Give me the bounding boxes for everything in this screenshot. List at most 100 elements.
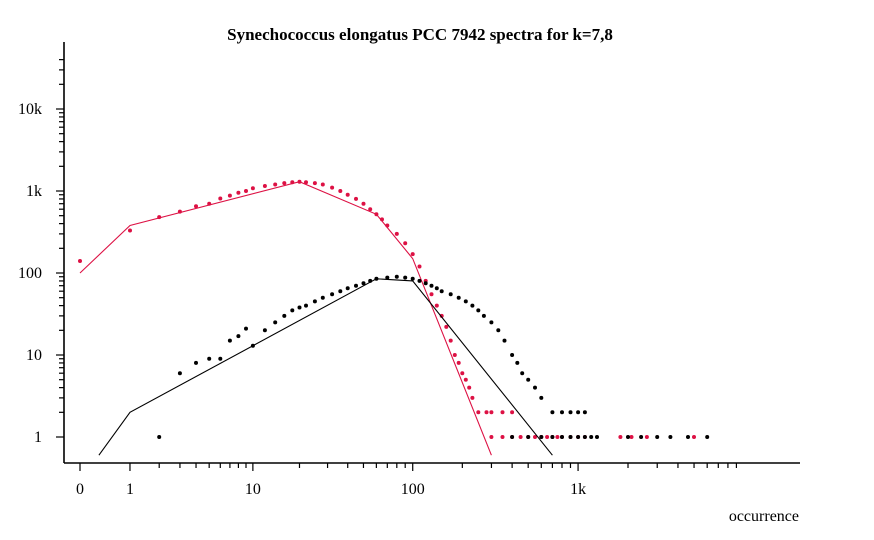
data-point: [354, 196, 358, 201]
data-point: [618, 435, 623, 439]
data-point: [282, 181, 287, 186]
data-point: [394, 231, 399, 236]
data-point: [330, 185, 335, 190]
data-point: [502, 338, 507, 343]
data-point: [489, 435, 494, 439]
data-point: [448, 338, 453, 343]
data-point: [439, 313, 444, 318]
fit-line: [79, 181, 492, 456]
data-point: [582, 410, 587, 415]
data-point: [345, 192, 350, 197]
data-point: [244, 326, 248, 331]
data-point: [539, 435, 544, 439]
data-point: [218, 356, 223, 361]
data-point: [282, 313, 287, 318]
data-point: [273, 182, 278, 187]
data-point: [157, 215, 162, 220]
data-point: [434, 286, 439, 291]
data-point: [545, 435, 550, 439]
data-point: [463, 299, 468, 304]
data-point: [576, 435, 581, 439]
data-point: [452, 353, 457, 357]
data-point: [273, 320, 278, 325]
data-point: [510, 410, 515, 415]
data-point: [476, 410, 481, 415]
series-layer: [78, 179, 710, 456]
data-point: [250, 186, 255, 191]
data-point: [304, 303, 308, 308]
data-point: [177, 209, 182, 214]
data-point: [410, 276, 415, 281]
data-point: [555, 435, 560, 439]
data-point: [484, 410, 489, 415]
data-point: [361, 281, 366, 286]
series-1: [78, 179, 696, 456]
y-tick-label: 1k: [26, 183, 42, 200]
data-point: [374, 212, 379, 217]
data-point: [460, 371, 465, 376]
axes: 1 10 100 1k 10k 0 1 10 100 1k: [18, 42, 800, 498]
x-axis-label: occurrence: [729, 508, 799, 525]
data-point: [78, 259, 82, 263]
data-point: [330, 292, 335, 297]
data-point: [368, 278, 373, 283]
data-point: [539, 395, 544, 400]
data-point: [338, 189, 343, 193]
data-point: [403, 241, 408, 246]
data-point: [655, 435, 660, 439]
data-point: [429, 292, 434, 297]
data-point: [394, 274, 399, 279]
data-point: [568, 410, 573, 415]
data-point: [568, 435, 573, 439]
data-point: [410, 252, 415, 257]
data-point: [489, 410, 494, 415]
data-point: [582, 435, 587, 439]
data-point: [338, 289, 343, 294]
data-point: [262, 184, 267, 188]
data-point: [207, 356, 212, 361]
data-point: [686, 435, 690, 439]
data-point: [467, 385, 472, 390]
x-tick-label: 1k: [570, 481, 586, 498]
data-point: [560, 435, 564, 439]
data-point: [526, 435, 531, 439]
data-point: [526, 377, 531, 382]
data-point: [629, 435, 634, 439]
x-tick-label: 0: [76, 481, 84, 498]
data-point: [297, 179, 302, 184]
data-point: [368, 207, 373, 212]
data-point: [236, 190, 241, 195]
data-point: [320, 182, 325, 187]
data-point: [510, 435, 515, 439]
data-point: [403, 275, 408, 280]
data-point: [470, 395, 475, 400]
data-point: [157, 435, 162, 439]
data-point: [304, 180, 308, 185]
y-tick-label: 10k: [18, 101, 42, 118]
data-point: [456, 360, 461, 365]
data-point: [510, 353, 515, 357]
data-point: [626, 435, 630, 439]
data-point: [463, 377, 468, 382]
data-point: [520, 371, 525, 376]
data-point: [439, 289, 444, 294]
data-point: [128, 228, 132, 233]
series-2: [98, 274, 710, 456]
data-point: [500, 410, 505, 415]
data-point: [705, 435, 710, 439]
data-point: [668, 435, 673, 439]
data-point: [550, 435, 555, 439]
y-tick-label: 10: [26, 347, 42, 364]
data-point: [194, 360, 198, 365]
data-point: [385, 223, 390, 228]
data-point: [560, 410, 564, 415]
data-point: [320, 295, 325, 300]
data-point: [496, 328, 501, 333]
data-point: [444, 324, 449, 329]
data-point: [177, 371, 182, 376]
data-point: [297, 305, 302, 310]
data-point: [262, 328, 267, 333]
y-tick-label: 100: [18, 265, 42, 282]
data-point: [218, 196, 223, 201]
